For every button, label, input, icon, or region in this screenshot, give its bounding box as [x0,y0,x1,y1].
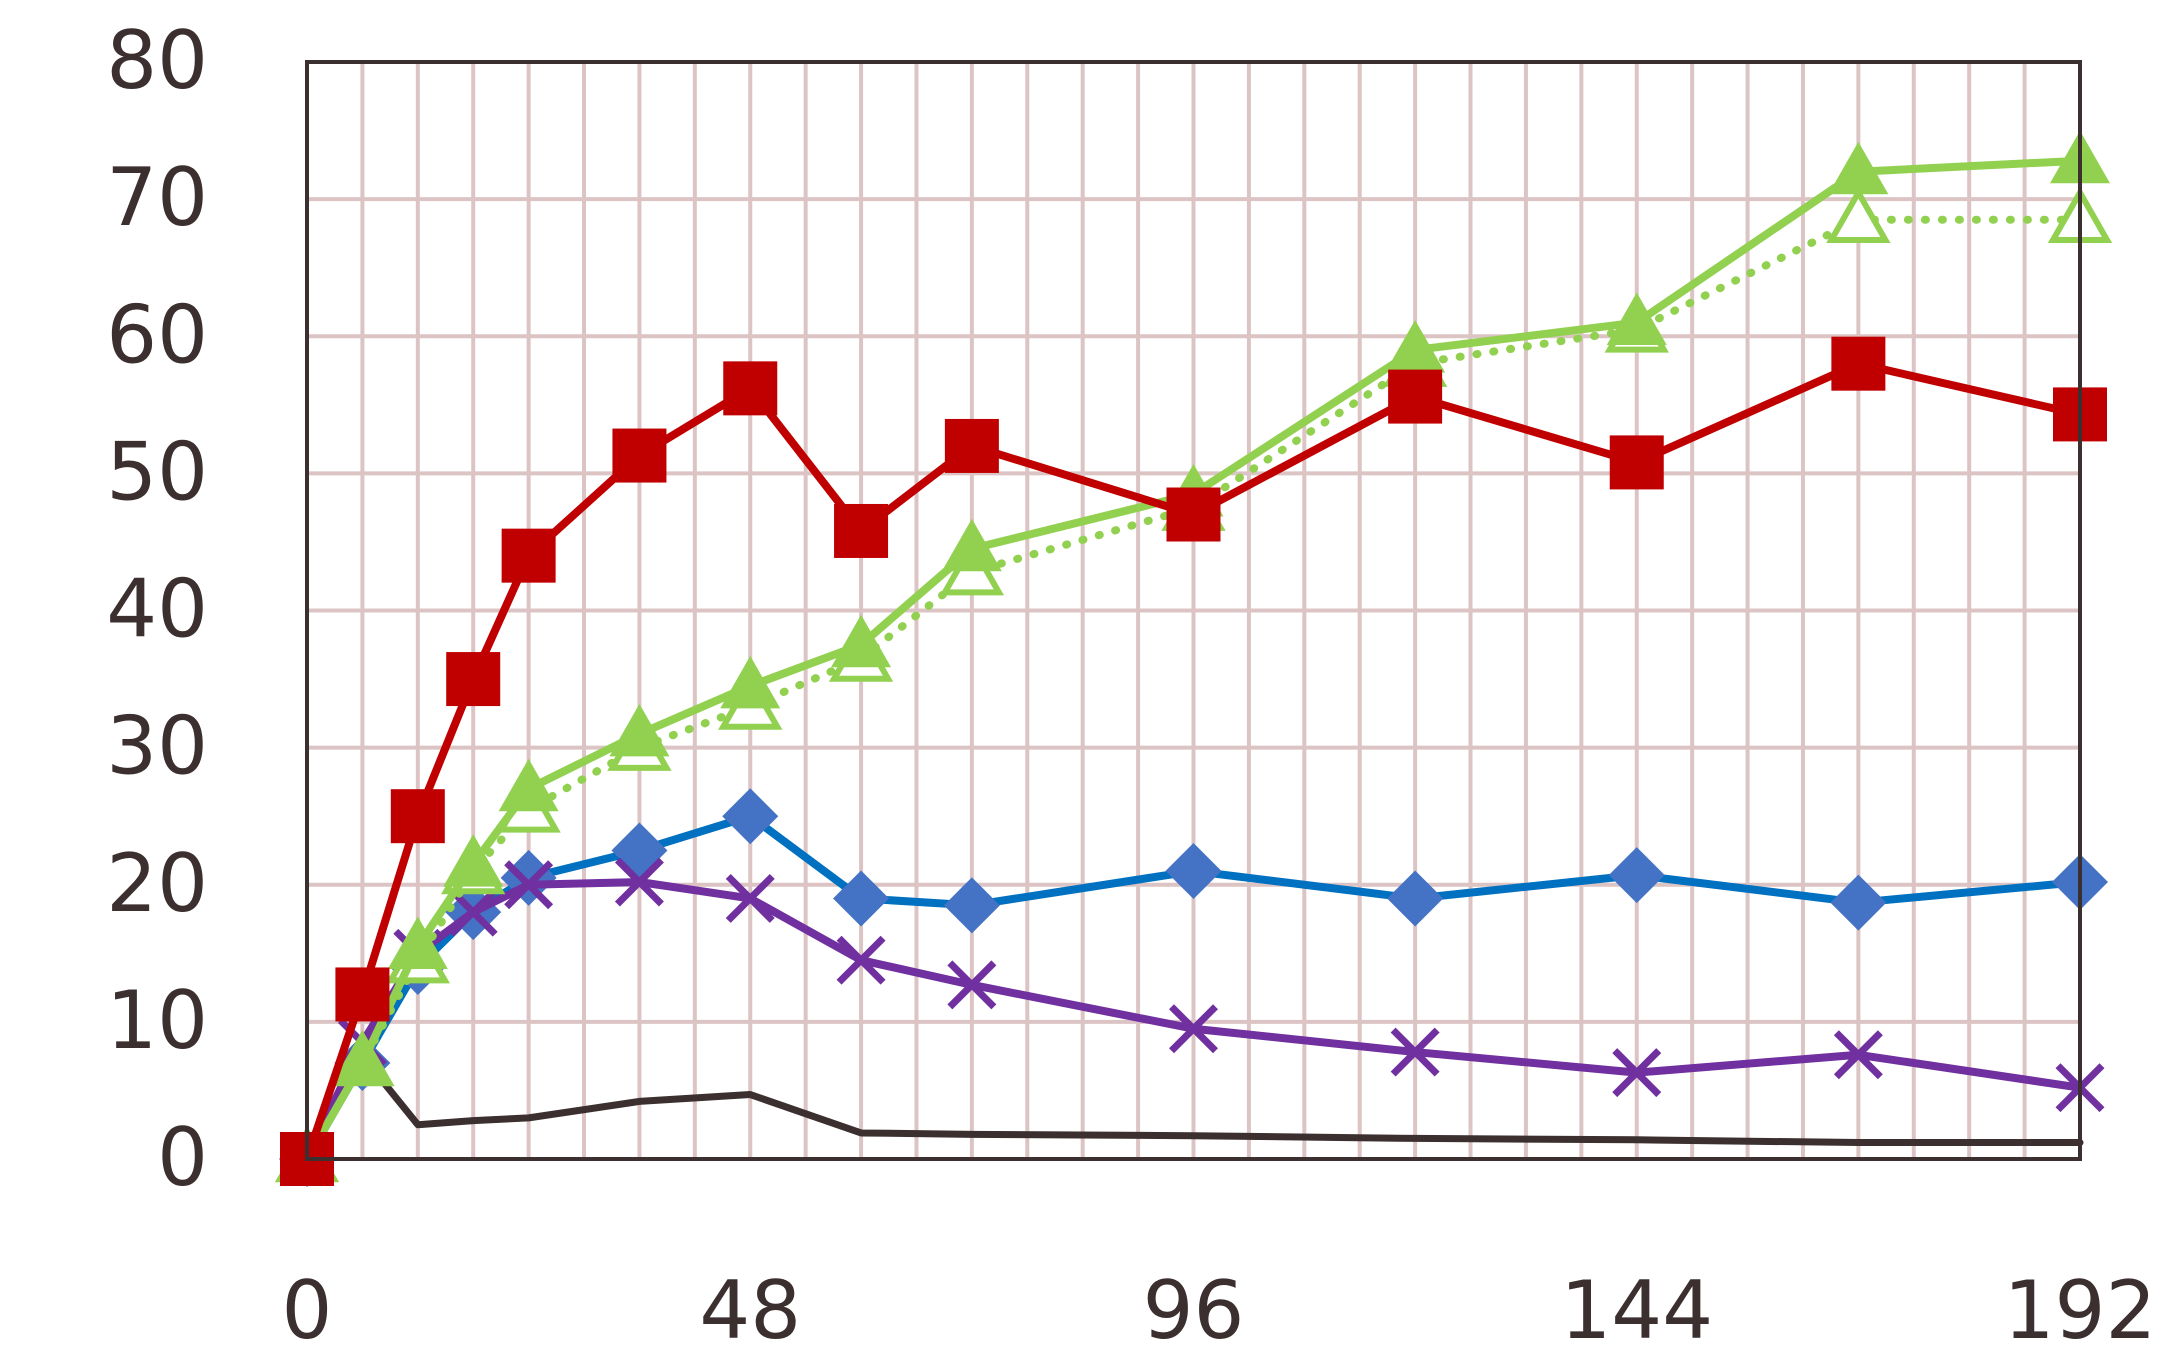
y-tick-label: 60 [106,288,208,381]
y-tick-label: 40 [106,563,208,656]
diamond-marker [1387,870,1444,927]
y-tick-label: 80 [106,14,208,107]
square-marker [944,418,999,473]
x-tick-label: 0 [282,1264,333,1357]
x-marker [1390,1027,1440,1077]
square-marker [723,361,778,416]
y-tick-label: 10 [106,974,208,1067]
triangle-marker [1828,141,1889,195]
diamond-marker [722,788,779,845]
square-marker [390,789,445,844]
y-tick-label: 0 [157,1111,208,1204]
x-tick-label: 96 [1143,1264,1245,1357]
x-tick-label: 48 [699,1264,801,1357]
square-marker [335,967,390,1022]
square-marker [446,652,501,707]
series-line [303,1052,2084,1163]
x-marker [1833,1030,1883,1080]
y-tick-label: 50 [106,425,208,518]
triangle-marker [609,703,670,757]
square-marker [1609,435,1664,490]
triangle-marker [1606,292,1667,346]
y-tick-label: 20 [106,837,208,930]
triangle-marker [831,614,892,668]
x-tick-label: 144 [1560,1264,1713,1357]
square-marker [1166,487,1221,542]
x-marker [1169,1004,1218,1054]
x-marker [614,857,664,907]
triangle-marker [941,518,1002,572]
triangle-marker [498,758,559,812]
diamond-marker [1830,874,1887,931]
triangle-marker [720,655,781,709]
x-marker [725,873,775,923]
triangle-marker [332,1033,393,1086]
diamond-marker [611,822,668,879]
square-marker [1388,369,1443,424]
square-marker [834,503,889,558]
series-2 [277,130,2110,1182]
x-marker [836,935,886,985]
diamond-marker [943,877,1000,934]
diamond-marker [1608,847,1665,904]
triangle-marker [443,834,504,887]
square-marker [612,428,667,483]
square-marker [1831,336,1886,391]
plot-frame [305,60,2082,1161]
x-marker [1612,1048,1662,1098]
y-tick-label: 70 [106,151,208,244]
triangle-marker [1385,319,1446,373]
open-triangle-marker [1826,186,1891,243]
x-marker [947,960,997,1010]
series-6 [303,1052,2084,1163]
square-marker [501,528,556,583]
grid [307,62,2080,1159]
axis-labels: 0 10 20 30 40 50 60 70 80 0 48 96 144 192 [106,14,2156,1357]
x-marker [504,860,554,910]
diamond-marker [833,870,890,927]
y-tick-label: 30 [106,700,208,793]
diamond-marker [1165,843,1222,900]
triangle-marker [387,916,448,969]
x-tick-label: 192 [2004,1264,2157,1357]
